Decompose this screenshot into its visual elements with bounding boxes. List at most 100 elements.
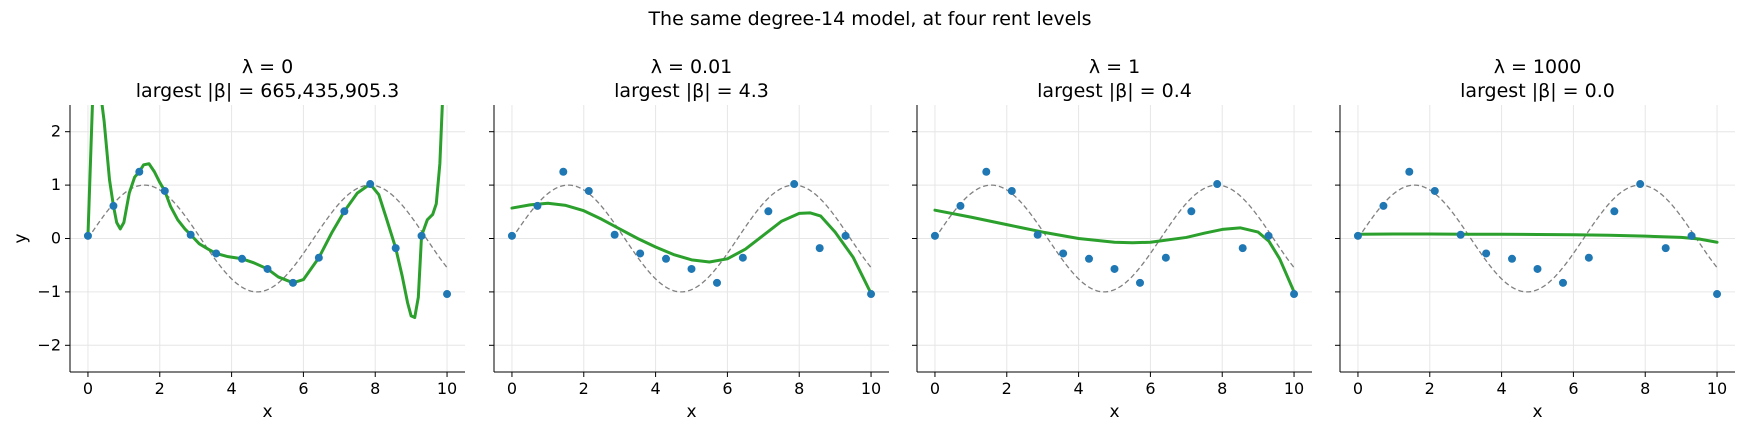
data-point (1110, 264, 1119, 273)
data-point (1636, 180, 1645, 189)
data-point (533, 201, 542, 210)
data-point (815, 244, 824, 253)
data-point (662, 254, 671, 263)
x-axis-label: x (262, 402, 272, 422)
data-point (1584, 253, 1593, 262)
x-tick-label: 4 (650, 379, 660, 398)
x-tick-label: 0 (1353, 379, 1363, 398)
x-tick-label: 10 (1707, 379, 1727, 398)
data-point (1187, 207, 1196, 216)
data-point (1238, 244, 1247, 253)
x-tick-label: 4 (226, 379, 236, 398)
data-point (109, 201, 118, 210)
data-point (1161, 253, 1170, 262)
data-point (1610, 207, 1619, 216)
data-point (1482, 249, 1491, 258)
x-tick-label: 6 (1568, 379, 1578, 398)
fit-curve (510, 201, 873, 295)
panel-title-beta: largest |β| = 665,435,905.3 (136, 80, 399, 102)
data-point (1687, 231, 1696, 240)
data-point (1558, 278, 1567, 287)
data-point (314, 253, 323, 262)
data-point (956, 201, 965, 210)
y-tick-label: 0 (51, 229, 61, 248)
data-point (1713, 290, 1722, 299)
data-point (1033, 230, 1042, 239)
x-tick-label: 4 (1496, 379, 1506, 398)
x-tick-label: 2 (579, 379, 589, 398)
data-point (288, 278, 297, 287)
data-point (212, 249, 221, 258)
x-axis-label: x (1109, 402, 1119, 422)
x-tick-label: 10 (1284, 379, 1304, 398)
data-point (930, 231, 939, 240)
plot-area (930, 167, 1299, 299)
data-point (340, 207, 349, 216)
x-tick-label: 0 (930, 379, 940, 398)
plot-area (83, 105, 452, 320)
data-point (1379, 201, 1388, 210)
data-point (636, 249, 645, 258)
data-point (1430, 186, 1439, 195)
data-point (610, 230, 619, 239)
x-tick-label: 4 (1073, 379, 1083, 398)
data-point (1213, 180, 1222, 189)
x-axis-label: x (686, 402, 696, 422)
panel-title-lambda: λ = 1 (1089, 56, 1140, 78)
data-point (1533, 264, 1542, 273)
figure-suptitle: The same degree-14 model, at four rent l… (647, 8, 1091, 30)
data-point (443, 290, 452, 299)
x-tick-label: 8 (794, 379, 804, 398)
x-tick-label: 6 (298, 379, 308, 398)
data-point (1135, 278, 1144, 287)
plot-area (1353, 167, 1722, 299)
data-point (790, 180, 799, 189)
data-point (867, 290, 876, 299)
data-point (1085, 254, 1094, 263)
data-point (1007, 186, 1016, 195)
fit-curve (933, 208, 1296, 294)
y-tick-label: 2 (51, 122, 61, 141)
truth-curve (934, 184, 1295, 293)
plot-area (507, 167, 876, 299)
panel-title-beta: largest |β| = 0.4 (1037, 80, 1192, 102)
data-point (1661, 244, 1670, 253)
data-point (238, 254, 247, 263)
data-point (559, 167, 568, 176)
data-point (135, 167, 144, 176)
data-point (1405, 167, 1414, 176)
x-tick-label: 8 (370, 379, 380, 398)
data-point (712, 278, 721, 287)
panel-title-beta: largest |β| = 0.0 (1460, 80, 1615, 102)
data-point (1059, 249, 1068, 258)
data-point (841, 231, 850, 240)
data-point (507, 231, 516, 240)
data-point (584, 186, 593, 195)
data-point (1508, 254, 1517, 263)
panel-title-lambda: λ = 1000 (1494, 56, 1582, 78)
x-tick-label: 2 (1425, 379, 1435, 398)
panel-title-lambda: λ = 0 (242, 56, 293, 78)
data-point (391, 244, 400, 253)
data-point (1264, 231, 1273, 240)
x-tick-label: 6 (722, 379, 732, 398)
y-tick-label: −1 (37, 282, 61, 301)
panel-title-beta: largest |β| = 4.3 (614, 80, 769, 102)
data-point (1290, 290, 1299, 299)
data-point (366, 180, 375, 189)
data-point (1353, 231, 1362, 240)
y-axis-label: y (11, 233, 31, 243)
x-tick-label: 2 (155, 379, 165, 398)
data-point (764, 207, 773, 216)
x-tick-label: 6 (1145, 379, 1155, 398)
x-tick-label: 0 (507, 379, 517, 398)
data-point (160, 186, 169, 195)
panel-title-lambda: λ = 0.01 (651, 56, 733, 78)
x-tick-label: 10 (861, 379, 881, 398)
data-point (263, 264, 272, 273)
